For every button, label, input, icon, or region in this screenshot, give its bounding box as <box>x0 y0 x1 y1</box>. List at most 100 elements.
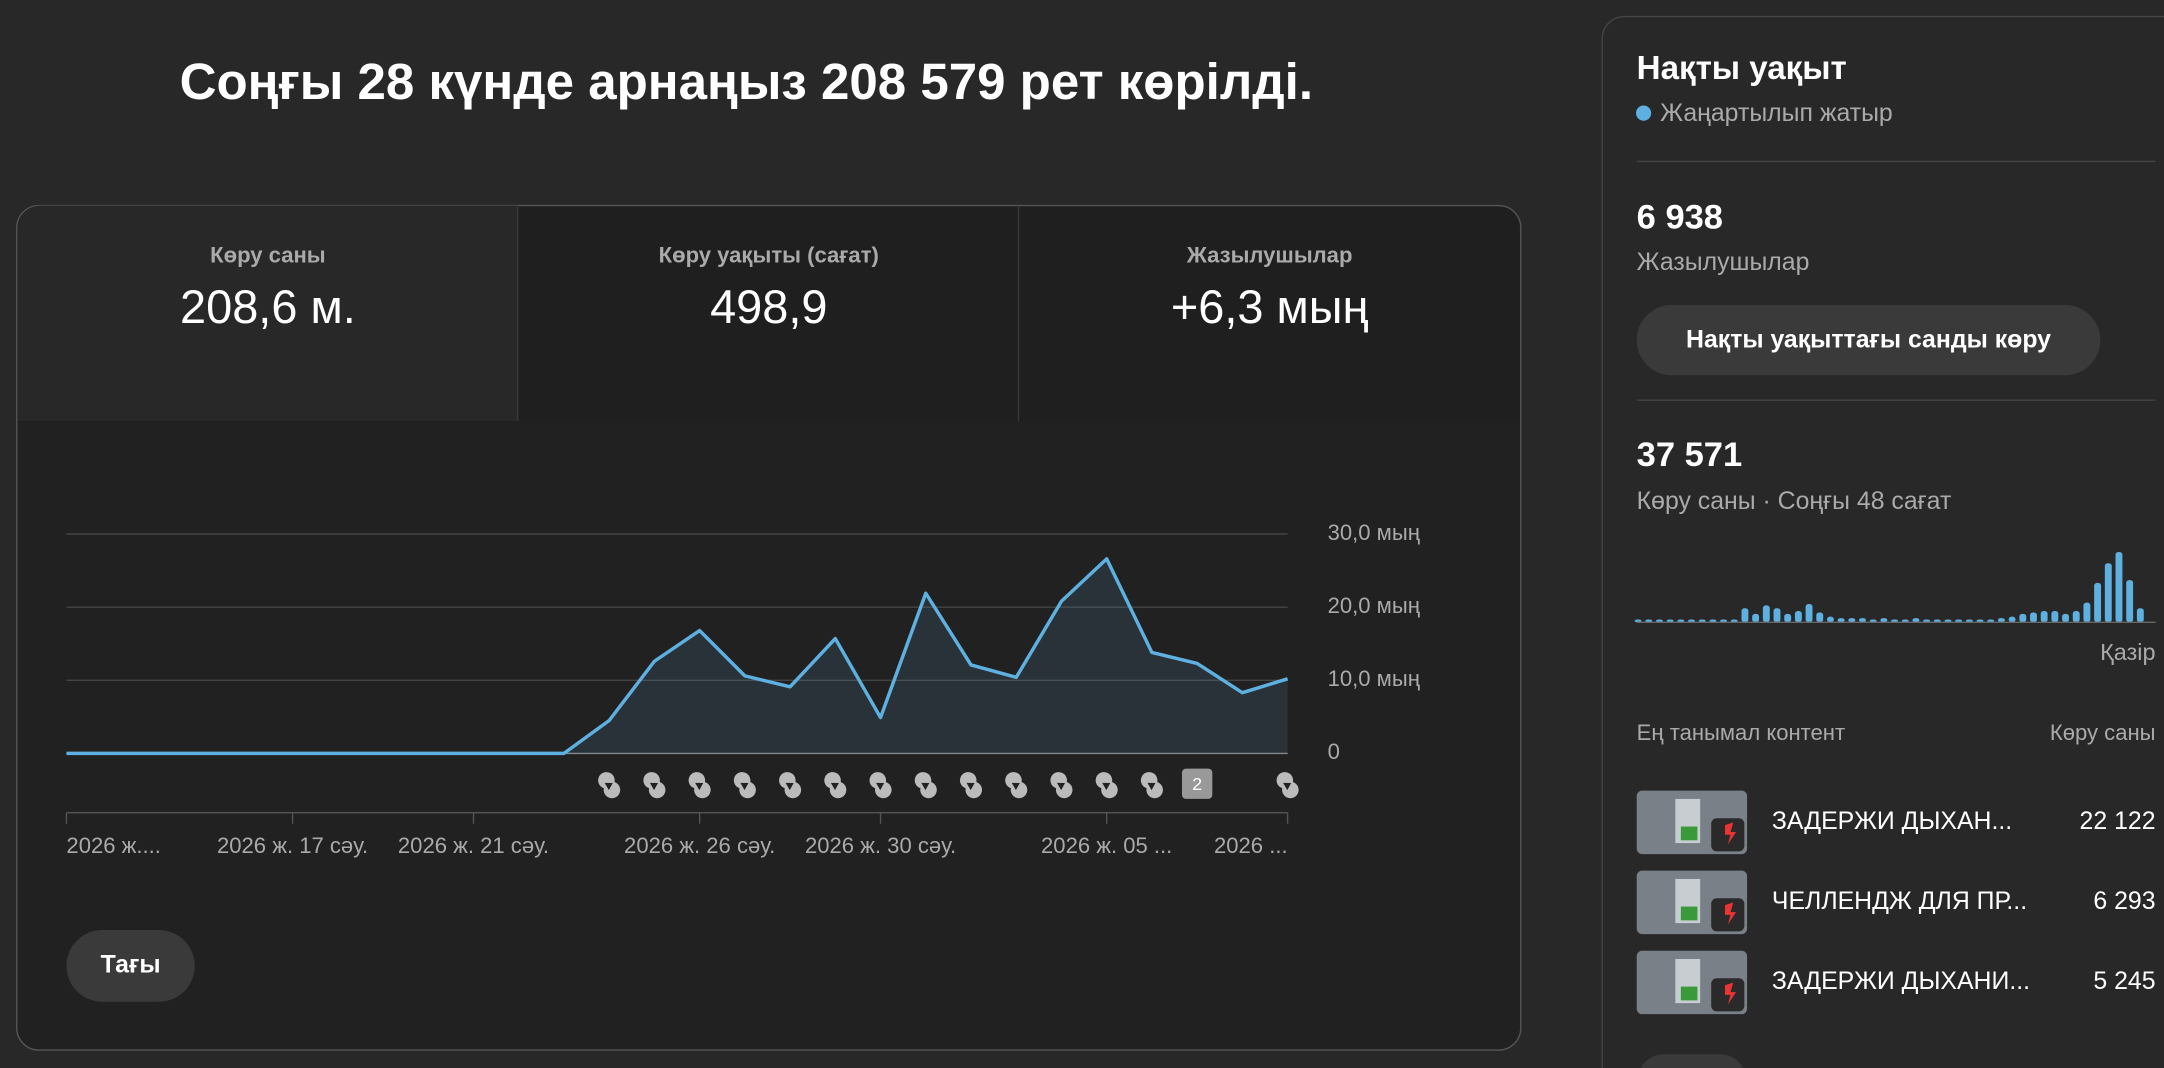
spark-bar <box>2104 563 2112 623</box>
content-views: 6 293 <box>2093 888 2155 915</box>
content-views: 22 122 <box>2080 808 2156 835</box>
shorts-logo <box>1725 982 1737 1005</box>
spark-bar <box>1859 618 1866 623</box>
icon-play <box>785 782 794 791</box>
spark-bar <box>1773 608 1781 623</box>
shorts-icon[interactable] <box>912 769 940 801</box>
icon-play <box>876 782 885 791</box>
metric-value: +6,3 мың <box>1171 281 1369 333</box>
spark-bar <box>2115 551 2123 623</box>
thumbnail-figure <box>1680 906 1698 921</box>
line-chart: 0 10,0 мың 20,0 мың 30,0 мың 2026 ж.... 2026 … <box>65 520 1420 858</box>
line <box>66 557 1289 756</box>
shorts-icon[interactable] <box>1093 769 1121 801</box>
metric-label: Көру уақыты (сағат) <box>659 242 879 267</box>
spark-bar <box>1805 604 1813 623</box>
spark-bar <box>1762 605 1770 623</box>
selected-tab[interactable] <box>18 205 518 421</box>
icon-play <box>921 782 930 791</box>
button[interactable] <box>1637 1054 1747 1068</box>
live-dot <box>1636 105 1652 121</box>
icon-play <box>966 782 975 791</box>
shorts-icon[interactable] <box>686 769 714 801</box>
y-tick-label: 20,0 мың <box>1328 593 1420 618</box>
shorts-logo <box>1725 822 1737 845</box>
spark-bar <box>2008 616 2016 623</box>
spark-bar <box>1997 618 2005 623</box>
shorts-icon[interactable] <box>595 769 623 801</box>
x-tick-label: 2026 ж. 21 сәу. <box>398 833 549 858</box>
content-title: ЧЕЛЛЕНДЖ ДЛЯ ПР... <box>1772 888 2027 915</box>
spark-bar <box>1976 619 1984 623</box>
shorts-icon[interactable] <box>957 769 985 801</box>
area <box>66 558 1288 754</box>
spark-bar <box>1901 619 1909 623</box>
spark-bar <box>2126 580 2134 623</box>
top-content-label: Ең танымал контент <box>1637 720 1845 745</box>
tab[interactable] <box>517 206 1019 421</box>
views-label: Көру саны · Соңғы 48 сағат <box>1637 488 1952 515</box>
icon-play <box>695 782 704 791</box>
shorts-icon[interactable] <box>1047 769 1075 801</box>
thumbnail-figure <box>1680 986 1698 1001</box>
spark-bar <box>1955 619 1963 623</box>
thumbnail-figure <box>1680 826 1698 841</box>
spark-bar <box>2019 613 2027 623</box>
x-tick-label: 2026 ж. 17 сәу. <box>217 833 368 858</box>
spark-bar <box>1634 619 1642 623</box>
spark-bar <box>1698 619 1706 623</box>
content-row[interactable]: ЗАДЕРЖИ ДЫХАНИ... 5 245 <box>1636 950 2156 1015</box>
spark-bar <box>2072 611 2080 623</box>
content-row[interactable]: ЗАДЕРЖИ ДЫХАН... 22 122 <box>1636 790 2156 855</box>
shorts-icon[interactable] <box>866 769 894 801</box>
shorts-icon[interactable] <box>731 769 759 801</box>
sparkline <box>1634 551 2144 623</box>
spark-bar <box>2040 611 2048 623</box>
more-button[interactable] <box>66 930 195 1002</box>
spark-bar <box>1826 616 1834 623</box>
top-content-list: ЗАДЕРЖИ ДЫХАН... 22 122 ЧЕЛЛЕНДЖ ДЛЯ ПР...… <box>1636 790 2156 1015</box>
spark-bar <box>1880 618 1888 623</box>
more-button-label: Тағы <box>101 951 161 978</box>
spark-bar <box>1677 619 1685 623</box>
tab[interactable] <box>1018 206 1520 421</box>
shorts-icon[interactable] <box>776 769 804 801</box>
y-tick-label: 0 <box>1328 739 1340 764</box>
spark-bar <box>1666 619 1674 623</box>
icon-play <box>1056 782 1066 791</box>
video-badge[interactable] <box>1181 768 1213 799</box>
content-row[interactable]: ЧЕЛЛЕНДЖ ДЛЯ ПР... 6 293 <box>1636 870 2156 935</box>
page-title: Соңғы 28 күнде арнаңыз 208 579 рет көріл… <box>180 53 1313 110</box>
spark-bar <box>1923 619 1931 623</box>
spark-bar <box>1891 619 1899 623</box>
icon-play <box>1011 782 1020 791</box>
spark-bar <box>1944 619 1952 623</box>
spark-bar <box>2136 608 2144 623</box>
spark-bar <box>2030 612 2037 623</box>
icon-play <box>1283 782 1292 791</box>
shorts-icon[interactable] <box>640 769 668 801</box>
x-tick-label: 2026 ж. 30 сәу. <box>805 833 956 858</box>
icon-play <box>649 782 658 791</box>
shorts-icon[interactable] <box>1002 769 1030 801</box>
shorts-icon[interactable] <box>821 769 849 801</box>
spark-bar <box>1741 608 1749 623</box>
spark-bar <box>1645 619 1653 623</box>
spark-bar <box>2051 611 2059 623</box>
content-views: 5 245 <box>2093 968 2155 995</box>
spark-bar <box>1730 619 1738 623</box>
metric-value: 498,9 <box>710 281 827 333</box>
realtime-button-label: Нақты уақыттағы санды көру <box>1686 326 2051 353</box>
x-tick-label: 2026 ж. 26 сәу. <box>624 833 775 858</box>
spark-bar <box>1837 618 1845 623</box>
shorts-icon[interactable] <box>1274 769 1302 801</box>
realtime-title: Нақты уақыт <box>1637 50 1847 87</box>
video-badge-count: 2 <box>1192 774 1202 794</box>
spark-bar <box>1752 613 1760 623</box>
spark-bar <box>1794 611 1802 623</box>
shorts-icon[interactable] <box>1138 769 1166 801</box>
realtime-button[interactable] <box>1636 304 2101 376</box>
x-tick-label: 2026 ж.... <box>66 833 161 858</box>
content-title: ЗАДЕРЖИ ДЫХАНИ... <box>1772 968 2030 995</box>
